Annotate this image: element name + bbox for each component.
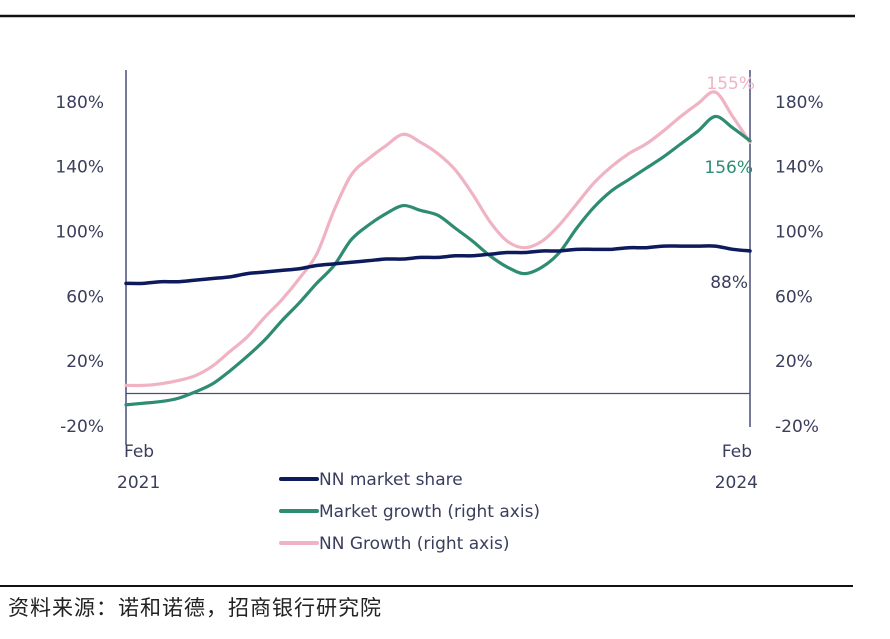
source-note: 资料来源：诺和诺德，招商银行研究院 (8, 596, 382, 620)
left-tick-label: 140% (55, 158, 104, 178)
right-tick-label: 140% (775, 158, 824, 178)
end-label: 156% (704, 158, 753, 178)
right-tick-label: 100% (775, 223, 824, 243)
series-lines (124, 90, 752, 407)
legend-item: NN market share (279, 470, 463, 490)
right-tick-label: 60% (775, 287, 813, 307)
end-labels: 88% 156% 155% (704, 74, 755, 293)
x-tick-label: Feb (124, 442, 154, 462)
left-tick-label: 100% (55, 223, 104, 243)
left-tick-label: 180% (55, 93, 104, 113)
end-label: 155% (706, 74, 755, 94)
series-line-nn-growth-right-axis (124, 90, 752, 388)
right-tick-label: -20% (775, 417, 819, 437)
x-tick-label: Feb (722, 442, 752, 462)
x-tick-label: 2024 (715, 473, 758, 493)
series-line-nn-market-share (124, 244, 752, 286)
left-tick-label: 20% (66, 352, 104, 372)
series-line-market-growth-right-axis (124, 114, 752, 407)
axes: 180% 140% 100% 60% 20% -20% 180% 140% 100% 60% 20%… (55, 70, 824, 493)
legend-label: NN Growth (right axis) (319, 534, 509, 554)
left-tick-label: -20% (60, 417, 104, 437)
left-tick-label: 60% (66, 287, 104, 307)
x-tick-label: 2021 (117, 473, 160, 493)
legend-item: Market growth (right axis) (279, 502, 540, 522)
right-tick-label: 20% (775, 352, 813, 372)
legend-item: NN Growth (right axis) (279, 534, 509, 554)
legend: NN market share Market growth (right axis… (279, 470, 540, 554)
right-tick-label: 180% (775, 93, 824, 113)
legend-label: Market growth (right axis) (319, 502, 540, 522)
legend-label: NN market share (319, 470, 463, 490)
end-label: 88% (710, 273, 748, 293)
